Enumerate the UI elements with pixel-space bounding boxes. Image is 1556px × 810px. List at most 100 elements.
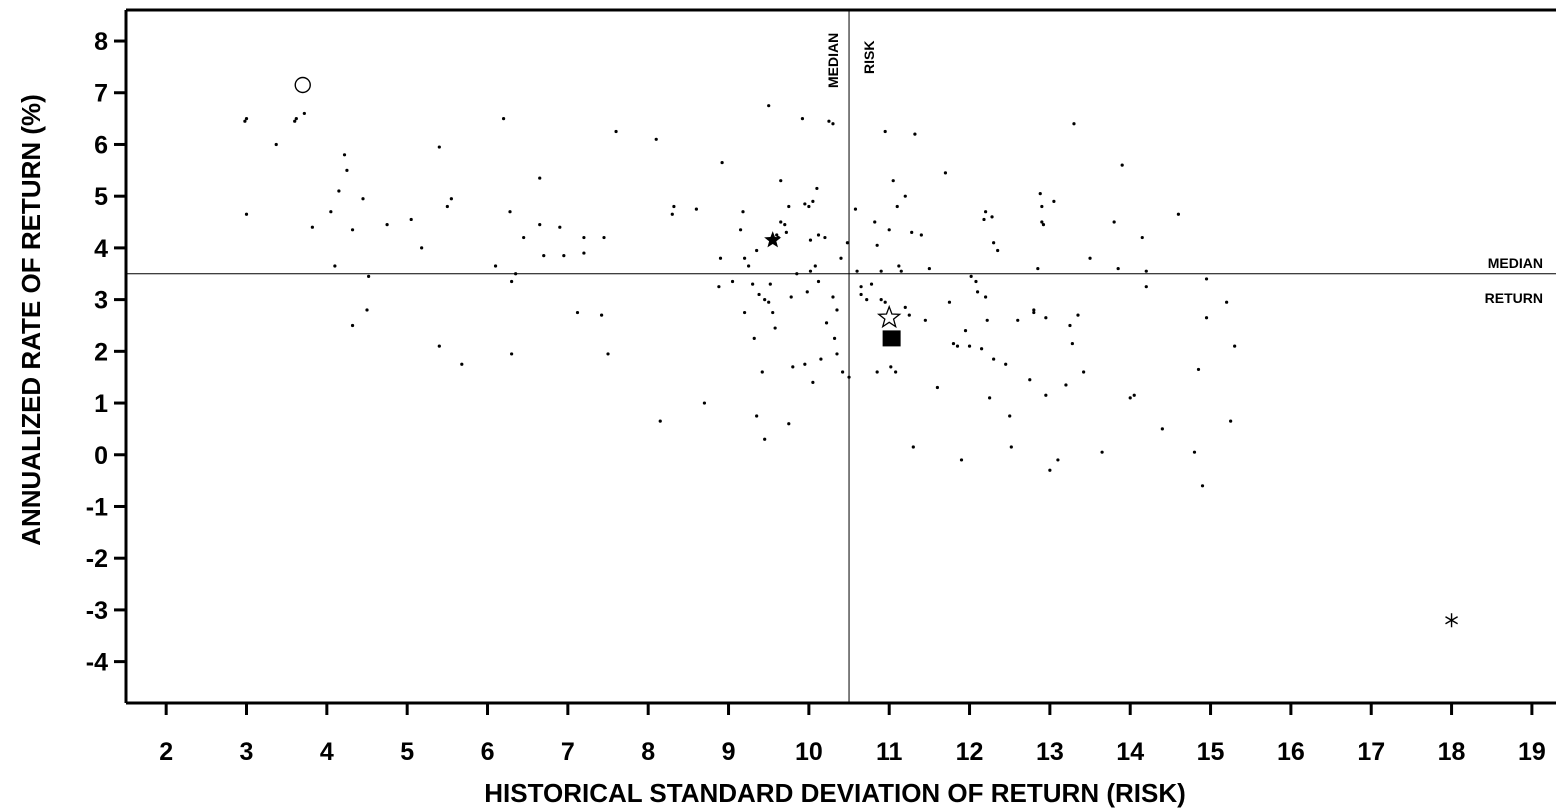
data-point bbox=[558, 225, 562, 229]
data-point bbox=[855, 269, 859, 273]
data-point bbox=[606, 352, 610, 356]
data-point bbox=[672, 204, 676, 209]
data-point bbox=[1204, 316, 1209, 320]
data-point bbox=[767, 300, 771, 304]
data-point bbox=[1176, 212, 1181, 216]
data-point bbox=[935, 385, 940, 390]
data-point bbox=[345, 168, 349, 172]
data-point bbox=[808, 238, 813, 242]
data-point bbox=[751, 282, 755, 286]
data-point bbox=[1064, 383, 1068, 387]
data-point bbox=[420, 246, 424, 250]
data-point bbox=[763, 298, 767, 302]
data-point bbox=[385, 223, 389, 227]
data-point bbox=[787, 422, 791, 426]
x-tick-label: 11 bbox=[876, 738, 903, 766]
y-tick-label: -2 bbox=[86, 545, 108, 573]
data-point bbox=[791, 365, 795, 369]
data-point bbox=[819, 357, 823, 361]
data-point bbox=[813, 264, 817, 268]
data-point bbox=[522, 235, 526, 240]
data-point bbox=[1192, 450, 1197, 454]
data-point bbox=[757, 292, 761, 297]
data-point bbox=[747, 264, 751, 268]
data-point bbox=[449, 197, 453, 201]
data-point bbox=[803, 362, 807, 366]
data-point bbox=[310, 225, 314, 229]
data-point bbox=[1204, 277, 1209, 281]
data-point bbox=[807, 204, 811, 209]
data-point bbox=[985, 318, 989, 322]
data-point bbox=[808, 269, 813, 273]
data-point bbox=[514, 272, 518, 276]
data-point bbox=[875, 370, 879, 374]
data-point bbox=[773, 326, 777, 330]
x-tick-label: 4 bbox=[320, 738, 334, 766]
x-tick-label: 19 bbox=[1518, 738, 1546, 766]
data-point bbox=[1072, 122, 1076, 126]
data-point bbox=[1040, 220, 1044, 224]
data-point bbox=[873, 220, 877, 224]
data-point bbox=[816, 233, 821, 237]
data-point bbox=[923, 318, 927, 322]
data-point bbox=[538, 223, 542, 227]
data-point bbox=[293, 119, 297, 123]
data-point bbox=[988, 396, 992, 400]
x-tick-label: 8 bbox=[641, 738, 655, 766]
data-point bbox=[831, 295, 835, 299]
y-tick-label: 3 bbox=[94, 287, 108, 315]
data-point bbox=[907, 313, 911, 317]
x-tick-label: 2 bbox=[159, 738, 173, 766]
x-axis-title: HISTORICAL STANDARD DEVIATION OF RETURN … bbox=[484, 778, 1186, 808]
data-point bbox=[913, 132, 917, 136]
data-point bbox=[990, 215, 994, 219]
data-point bbox=[816, 279, 821, 284]
data-point bbox=[996, 248, 1000, 253]
data-point bbox=[784, 230, 788, 234]
data-point bbox=[717, 285, 721, 289]
data-point bbox=[1082, 370, 1086, 374]
data-point bbox=[742, 310, 747, 315]
highlighted-markers bbox=[294, 76, 1458, 628]
data-point bbox=[911, 445, 915, 449]
data-point bbox=[1100, 450, 1104, 454]
data-point bbox=[947, 300, 952, 304]
data-point bbox=[1076, 313, 1080, 317]
data-point bbox=[337, 189, 341, 193]
data-point bbox=[1229, 419, 1233, 423]
data-point bbox=[775, 233, 779, 237]
data-point bbox=[658, 419, 662, 423]
data-point bbox=[887, 228, 891, 232]
data-point bbox=[1140, 235, 1144, 240]
data-point bbox=[1041, 223, 1046, 227]
open-star-marker bbox=[876, 304, 902, 329]
filled-square-marker bbox=[882, 330, 901, 347]
data-point bbox=[943, 171, 948, 175]
data-point bbox=[827, 119, 831, 123]
data-point bbox=[243, 119, 247, 123]
data-point bbox=[582, 251, 586, 255]
x-tick-label: 15 bbox=[1197, 738, 1225, 766]
data-point bbox=[839, 256, 843, 260]
data-point bbox=[445, 204, 449, 209]
data-point bbox=[975, 290, 980, 294]
data-point bbox=[730, 279, 735, 284]
data-point bbox=[1004, 362, 1008, 366]
data-point bbox=[779, 220, 783, 224]
data-point bbox=[760, 370, 764, 374]
data-point bbox=[763, 437, 767, 441]
data-point bbox=[244, 212, 249, 216]
data-point bbox=[342, 153, 347, 157]
data-point bbox=[1225, 300, 1229, 304]
data-point bbox=[367, 274, 371, 278]
data-point bbox=[1032, 310, 1036, 315]
y-tick-label: 1 bbox=[94, 390, 108, 418]
data-point bbox=[767, 104, 771, 108]
data-point bbox=[1196, 367, 1201, 372]
data-point bbox=[1144, 269, 1148, 273]
y-tick-label: 6 bbox=[94, 131, 108, 159]
data-points bbox=[243, 104, 1237, 488]
data-point bbox=[1038, 191, 1042, 196]
y-tick-label: 5 bbox=[94, 183, 108, 211]
